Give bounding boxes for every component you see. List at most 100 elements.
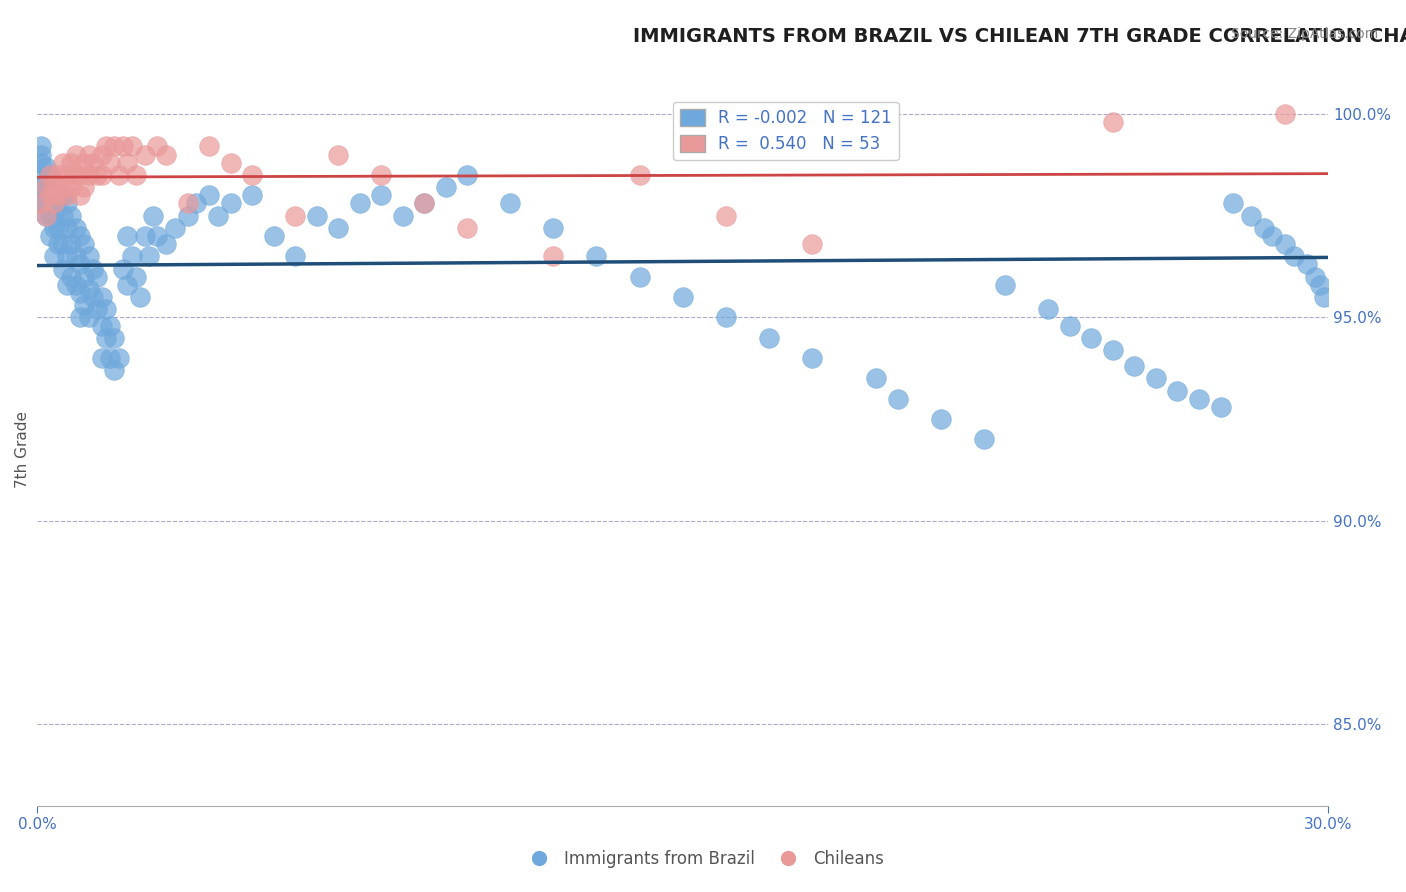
Point <box>543 249 565 263</box>
Point <box>94 139 117 153</box>
Point <box>60 209 83 223</box>
Point <box>1188 392 1211 406</box>
Point <box>413 196 436 211</box>
Point <box>456 220 478 235</box>
Point <box>65 249 87 263</box>
Point <box>56 277 79 292</box>
Point <box>129 290 152 304</box>
Point <box>56 188 79 202</box>
Point <box>34 160 56 174</box>
Point <box>56 168 79 182</box>
Point <box>90 318 112 333</box>
Point <box>1274 237 1296 252</box>
Point <box>77 282 100 296</box>
Point <box>1240 209 1263 223</box>
Point <box>103 139 125 153</box>
Point <box>628 168 651 182</box>
Point <box>103 331 125 345</box>
Point <box>82 290 104 304</box>
Point <box>370 188 392 202</box>
Point <box>219 196 242 211</box>
Point <box>134 229 156 244</box>
Point <box>134 147 156 161</box>
Point <box>44 249 66 263</box>
Point <box>34 196 56 211</box>
Point <box>77 249 100 263</box>
Point <box>155 237 177 252</box>
Point <box>52 209 75 223</box>
Point <box>69 258 91 272</box>
Point <box>86 168 108 182</box>
Point <box>434 180 457 194</box>
Point <box>929 412 952 426</box>
Point <box>198 188 221 202</box>
Point <box>413 196 436 211</box>
Point <box>125 168 148 182</box>
Point <box>38 209 60 223</box>
Point <box>543 220 565 235</box>
Point <box>111 139 134 153</box>
Point <box>328 147 350 161</box>
Point <box>240 188 263 202</box>
Point <box>671 290 693 304</box>
Point <box>370 168 392 182</box>
Point <box>82 261 104 276</box>
Point <box>349 196 371 211</box>
Point <box>973 433 995 447</box>
Point <box>585 249 607 263</box>
Point <box>44 209 66 223</box>
Point <box>94 302 117 317</box>
Point <box>44 188 66 202</box>
Point <box>176 209 198 223</box>
Point <box>30 196 52 211</box>
Point <box>146 139 169 153</box>
Point <box>865 371 887 385</box>
Point <box>284 209 307 223</box>
Point <box>60 180 83 194</box>
Point <box>240 168 263 182</box>
Point <box>30 147 52 161</box>
Point <box>800 351 823 365</box>
Point <box>155 147 177 161</box>
Point <box>38 168 60 182</box>
Legend: R = -0.002   N = 121, R =  0.540   N = 53: R = -0.002 N = 121, R = 0.540 N = 53 <box>673 102 898 160</box>
Point <box>90 351 112 365</box>
Point <box>77 147 100 161</box>
Point <box>1222 196 1244 211</box>
Point <box>52 180 75 194</box>
Point <box>30 139 52 153</box>
Point <box>186 196 208 211</box>
Point <box>163 220 186 235</box>
Point <box>1253 220 1275 235</box>
Point <box>77 310 100 325</box>
Point <box>628 269 651 284</box>
Point <box>65 168 87 182</box>
Point <box>86 302 108 317</box>
Point <box>1261 229 1284 244</box>
Point <box>73 269 96 284</box>
Point <box>48 237 70 252</box>
Point <box>1059 318 1081 333</box>
Point <box>1123 359 1146 374</box>
Point <box>52 237 75 252</box>
Point <box>52 188 75 202</box>
Point <box>73 155 96 169</box>
Point <box>117 155 139 169</box>
Point <box>1274 107 1296 121</box>
Point <box>107 351 129 365</box>
Text: Source: ZipAtlas.com: Source: ZipAtlas.com <box>1230 27 1378 41</box>
Point <box>30 155 52 169</box>
Point <box>60 155 83 169</box>
Point <box>1209 400 1232 414</box>
Point <box>73 298 96 312</box>
Point <box>1144 371 1167 385</box>
Point <box>60 237 83 252</box>
Point <box>48 196 70 211</box>
Point <box>1080 331 1102 345</box>
Point <box>30 168 52 182</box>
Point <box>69 168 91 182</box>
Point <box>34 188 56 202</box>
Point <box>44 220 66 235</box>
Point <box>69 285 91 300</box>
Point <box>90 147 112 161</box>
